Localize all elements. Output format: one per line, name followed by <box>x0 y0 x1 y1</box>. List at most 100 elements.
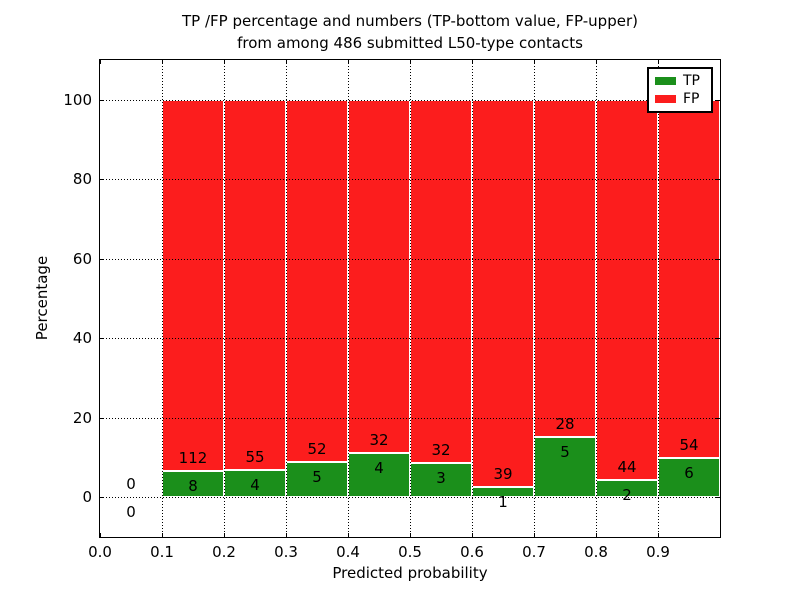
y-tick-mark <box>100 338 104 339</box>
y-tick-label: 40 <box>72 329 92 348</box>
x-tick-label: 0.7 <box>522 543 546 561</box>
x-tick-mark <box>162 60 163 64</box>
x-tick-mark <box>100 60 101 64</box>
x-tick-mark <box>410 60 411 64</box>
x-tick-mark <box>472 60 473 64</box>
gridline-x <box>286 60 287 537</box>
x-tick-mark <box>348 533 349 537</box>
gridline-x <box>534 60 535 537</box>
fp-count-label: 54 <box>679 435 699 454</box>
gridline-x <box>348 60 349 537</box>
fp-count-label: 44 <box>617 457 637 476</box>
y-tick-label: 80 <box>72 170 92 189</box>
fp-count-label: 52 <box>307 440 327 459</box>
x-tick-mark <box>162 533 163 537</box>
x-tick-mark <box>348 60 349 64</box>
y-tick-mark <box>100 259 104 260</box>
legend-item-tp: TP <box>655 74 705 88</box>
y-tick-mark <box>716 418 720 419</box>
x-tick-label: 0.4 <box>336 543 360 561</box>
y-tick-mark <box>100 497 104 498</box>
tp-count-label: 5 <box>312 468 322 487</box>
gridline-x <box>472 60 473 537</box>
gridline-y <box>100 418 720 419</box>
fp-count-label: 32 <box>369 431 389 450</box>
gridline-y <box>100 338 720 339</box>
bar-tp-segment <box>534 437 596 498</box>
bar-fp-segment <box>534 99 596 438</box>
legend-label-fp: FP <box>683 91 700 107</box>
x-tick-label: 0.9 <box>646 543 670 561</box>
fp-count-label: 55 <box>245 448 265 467</box>
y-tick-mark <box>716 497 720 498</box>
tp-count-label: 2 <box>622 485 632 504</box>
chart-title-line2: from among 486 submitted L50-type contac… <box>237 34 583 52</box>
y-tick-mark <box>716 179 720 180</box>
legend-swatch-fp-icon <box>655 95 676 103</box>
tp-count-label: 5 <box>560 443 570 462</box>
tp-count-label: 8 <box>188 476 198 495</box>
y-tick-mark <box>100 179 104 180</box>
tp-count-label: 0 <box>126 503 136 522</box>
x-tick-mark <box>658 60 659 64</box>
tp-count-label: 4 <box>250 476 260 495</box>
chart-title: TP /FP percentage and numbers (TP-bottom… <box>90 10 730 54</box>
x-tick-label: 0.0 <box>88 543 112 561</box>
gridline-x <box>410 60 411 537</box>
chart-title-line1: TP /FP percentage and numbers (TP-bottom… <box>182 12 638 30</box>
x-tick-mark <box>100 533 101 537</box>
y-tick-mark <box>100 418 104 419</box>
fp-count-label: 28 <box>555 415 575 434</box>
tp-count-label: 6 <box>684 463 694 482</box>
legend-label-tp: TP <box>683 73 700 89</box>
y-tick-mark <box>716 100 720 101</box>
bar-tp-segment <box>286 462 348 498</box>
x-tick-mark <box>410 533 411 537</box>
y-tick-mark <box>716 259 720 260</box>
x-axis-label: Predicted probability <box>332 564 488 582</box>
x-tick-label: 0.2 <box>212 543 236 561</box>
x-tick-label: 0.1 <box>150 543 174 561</box>
y-tick-label: 20 <box>72 408 92 427</box>
x-tick-label: 0.3 <box>274 543 298 561</box>
bar-fp-segment <box>410 99 472 464</box>
bar-tp-segment <box>348 453 410 498</box>
x-tick-mark <box>286 533 287 537</box>
bar-fp-segment <box>224 99 286 471</box>
fp-count-label: 39 <box>493 465 513 484</box>
gridline-x <box>596 60 597 537</box>
tp-count-label: 4 <box>374 459 384 478</box>
x-tick-mark <box>534 533 535 537</box>
gridline-x <box>162 60 163 537</box>
legend: TP FP <box>647 67 713 113</box>
x-tick-label: 0.8 <box>584 543 608 561</box>
x-tick-mark <box>596 60 597 64</box>
fp-count-label: 112 <box>178 448 208 467</box>
gridline-y <box>100 100 720 101</box>
x-tick-mark <box>286 60 287 64</box>
x-tick-label: 0.5 <box>398 543 422 561</box>
bar-fp-segment <box>472 99 534 488</box>
x-tick-mark <box>658 533 659 537</box>
legend-item-fp: FP <box>655 92 705 106</box>
x-tick-mark <box>596 533 597 537</box>
bar-fp-segment <box>596 99 658 480</box>
gridline-y <box>100 259 720 260</box>
y-axis-label: Percentage <box>33 255 51 341</box>
tp-count-label: 3 <box>436 469 446 488</box>
x-tick-mark <box>224 60 225 64</box>
x-tick-label: 0.6 <box>460 543 484 561</box>
gridline-y <box>100 179 720 180</box>
y-tick-label: 0 <box>82 488 92 507</box>
x-tick-mark <box>534 60 535 64</box>
y-tick-mark <box>716 338 720 339</box>
gridline-x <box>658 60 659 537</box>
fp-count-label: 32 <box>431 441 451 460</box>
tp-count-label: 1 <box>498 493 508 512</box>
y-tick-label: 60 <box>72 249 92 268</box>
bar-tp-segment <box>658 457 720 498</box>
x-tick-mark <box>472 533 473 537</box>
bar-tp-segment <box>224 470 286 498</box>
legend-swatch-tp-icon <box>655 77 676 85</box>
bar-fp-segment <box>658 99 720 458</box>
